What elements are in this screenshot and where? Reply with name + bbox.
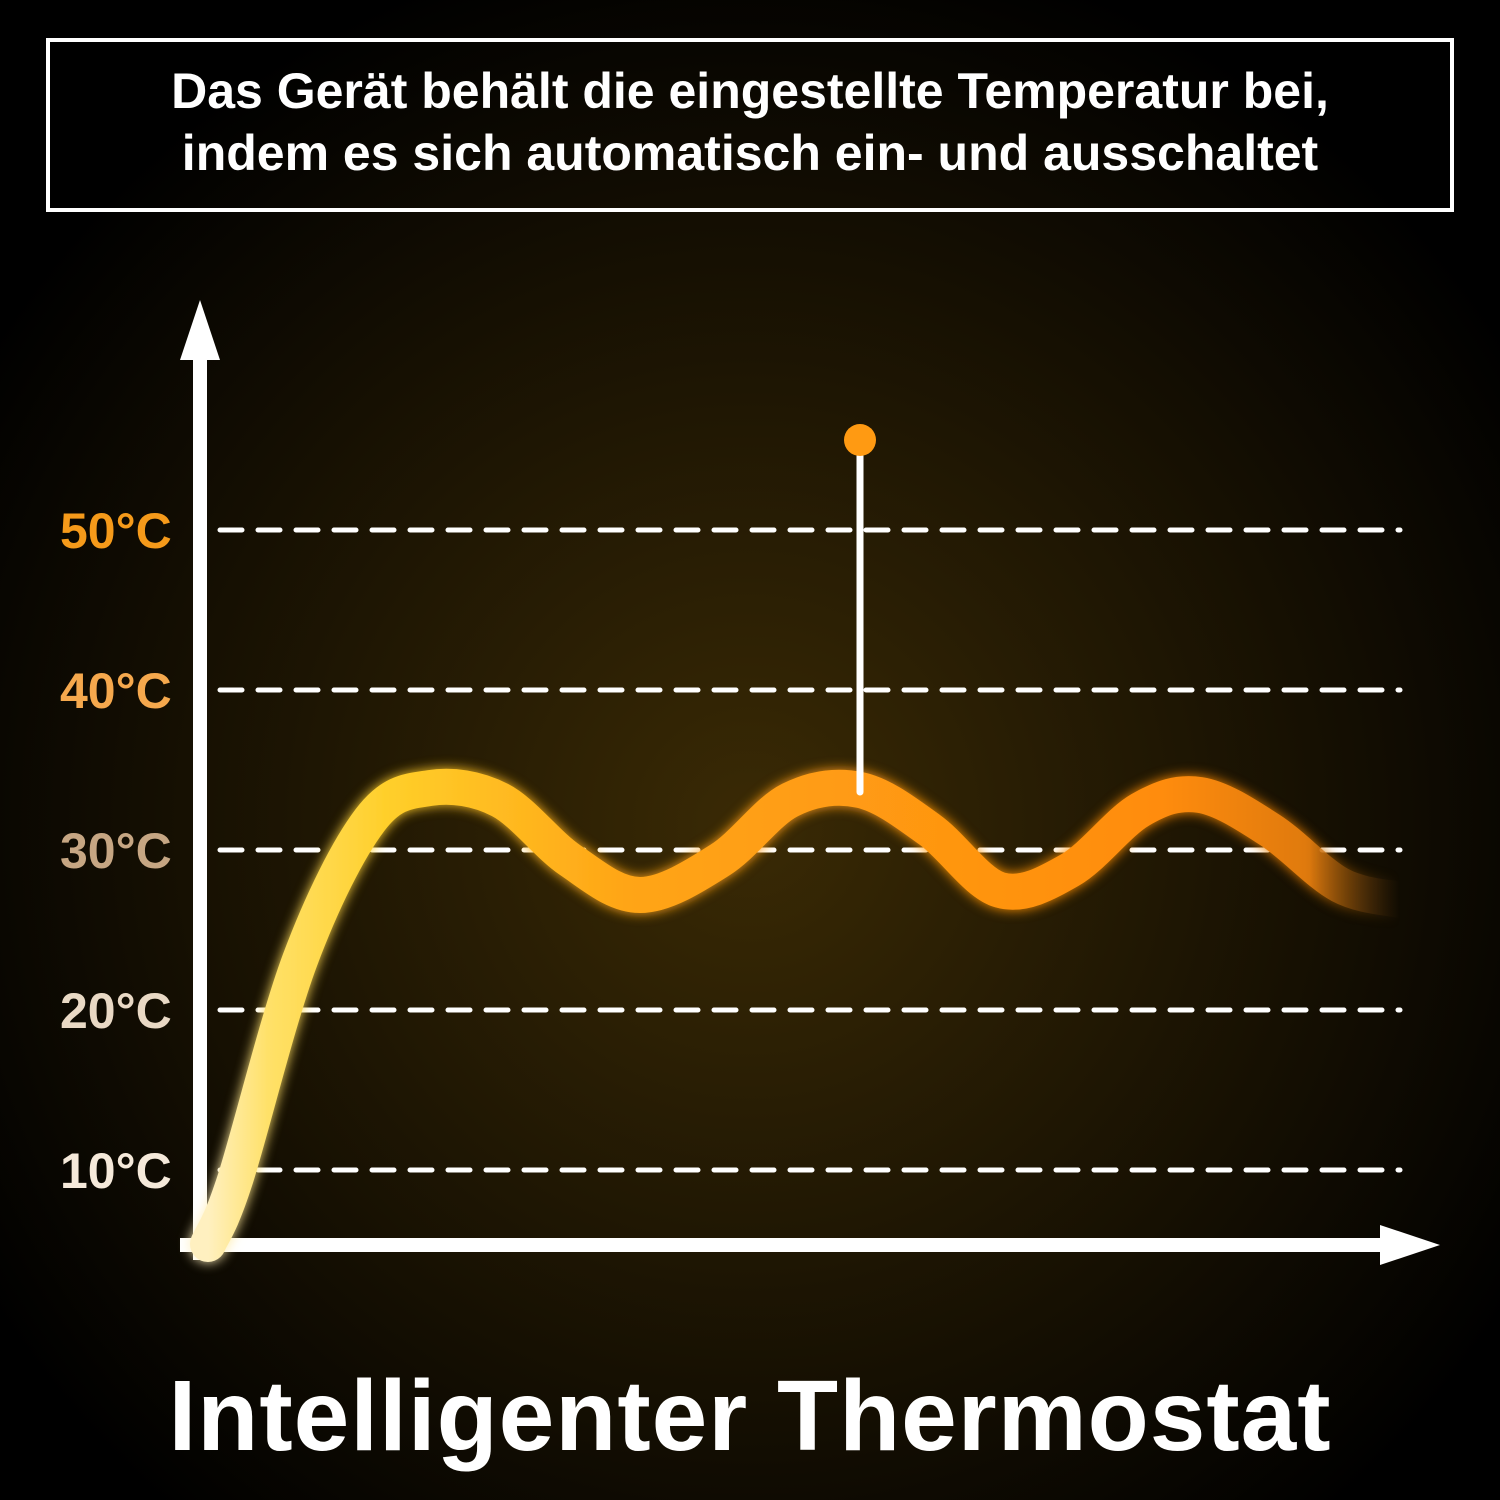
header-line2: indem es sich automatisch ein- und aussc… (182, 125, 1319, 181)
y-tick-label: 40°C (60, 663, 172, 719)
footer-title: Intelligenter Thermostat (168, 1360, 1331, 1472)
indicator-dot-icon (844, 424, 876, 456)
y-tick-label: 50°C (60, 503, 172, 559)
background-glow (0, 0, 1500, 1500)
y-tick-label: 20°C (60, 983, 172, 1039)
header-line1: Das Gerät behält die eingestellte Temper… (171, 63, 1329, 119)
y-tick-label: 30°C (60, 823, 172, 879)
infographic-root: Das Gerät behält die eingestellte Temper… (0, 0, 1500, 1500)
chart-svg: Das Gerät behält die eingestellte Temper… (0, 0, 1500, 1500)
y-tick-label: 10°C (60, 1143, 172, 1199)
